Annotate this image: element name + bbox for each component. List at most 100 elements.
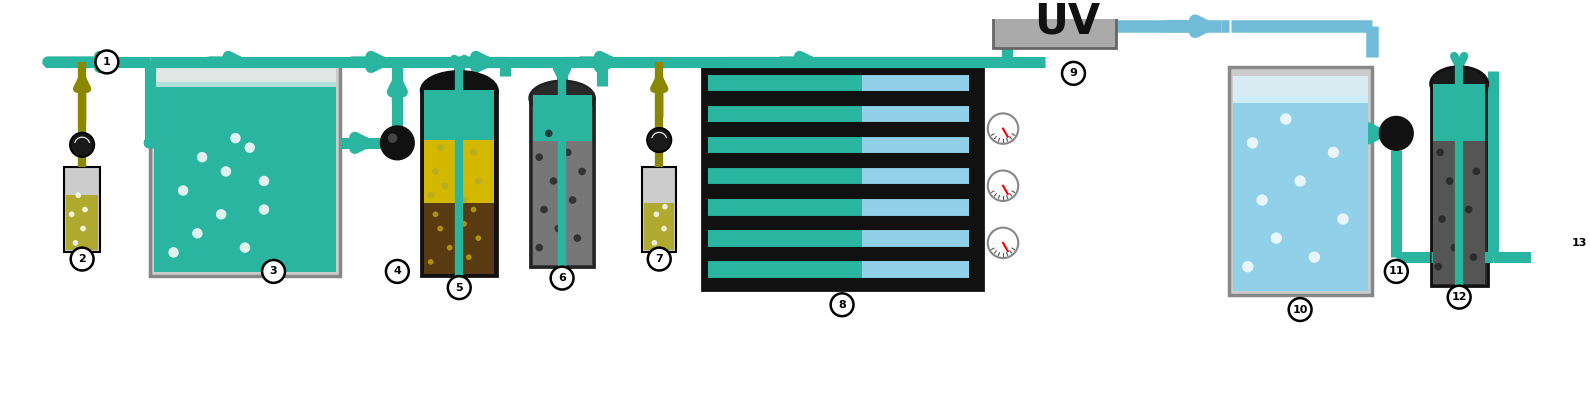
Text: 3: 3 (270, 266, 277, 276)
Circle shape (1445, 177, 1453, 185)
Circle shape (1280, 113, 1291, 125)
Circle shape (231, 133, 240, 143)
Circle shape (70, 132, 94, 157)
FancyBboxPatch shape (708, 168, 898, 184)
FancyBboxPatch shape (529, 98, 595, 267)
Circle shape (432, 168, 439, 175)
Ellipse shape (529, 81, 595, 115)
Circle shape (461, 197, 467, 203)
Ellipse shape (1431, 67, 1488, 101)
FancyBboxPatch shape (64, 167, 100, 252)
Circle shape (1309, 252, 1320, 263)
Circle shape (259, 176, 269, 186)
Circle shape (574, 234, 580, 242)
Circle shape (471, 149, 477, 156)
FancyBboxPatch shape (708, 137, 898, 153)
Circle shape (466, 254, 472, 260)
Circle shape (95, 50, 118, 73)
FancyBboxPatch shape (862, 168, 968, 184)
Circle shape (550, 267, 574, 290)
Circle shape (1018, 1, 1030, 12)
FancyBboxPatch shape (1232, 76, 1367, 103)
Circle shape (652, 240, 657, 246)
Text: 2: 2 (78, 254, 86, 264)
Circle shape (1464, 206, 1472, 213)
FancyBboxPatch shape (862, 137, 968, 153)
Circle shape (1289, 298, 1312, 321)
Circle shape (647, 248, 671, 270)
Text: 13: 13 (1571, 238, 1587, 248)
Circle shape (564, 148, 572, 156)
FancyBboxPatch shape (992, 0, 1116, 48)
Circle shape (72, 134, 92, 155)
FancyBboxPatch shape (1431, 84, 1488, 286)
Text: 8: 8 (838, 300, 846, 310)
FancyBboxPatch shape (1434, 84, 1485, 143)
Circle shape (475, 235, 482, 241)
FancyBboxPatch shape (421, 90, 498, 276)
Text: 10: 10 (1293, 304, 1309, 314)
Circle shape (1242, 261, 1253, 272)
Circle shape (73, 240, 78, 246)
FancyBboxPatch shape (425, 90, 494, 143)
Circle shape (448, 276, 471, 299)
Circle shape (259, 204, 269, 215)
Text: 11: 11 (1388, 266, 1404, 276)
Circle shape (1256, 194, 1267, 206)
FancyBboxPatch shape (862, 199, 968, 216)
Circle shape (987, 228, 1018, 258)
Circle shape (262, 260, 285, 283)
Circle shape (1439, 215, 1445, 223)
FancyBboxPatch shape (1232, 96, 1367, 292)
Circle shape (461, 221, 467, 227)
Circle shape (1568, 232, 1590, 254)
Circle shape (1337, 213, 1348, 225)
Circle shape (197, 152, 207, 162)
Circle shape (987, 170, 1018, 201)
Circle shape (1436, 148, 1444, 156)
FancyBboxPatch shape (708, 106, 898, 122)
FancyBboxPatch shape (154, 82, 337, 272)
FancyBboxPatch shape (1229, 67, 1372, 295)
Circle shape (386, 260, 409, 283)
FancyBboxPatch shape (703, 62, 983, 290)
FancyBboxPatch shape (644, 203, 674, 250)
Circle shape (447, 245, 453, 250)
Circle shape (442, 182, 448, 189)
FancyBboxPatch shape (425, 203, 494, 274)
Circle shape (216, 209, 226, 220)
Circle shape (388, 133, 398, 143)
Circle shape (1434, 263, 1442, 270)
FancyBboxPatch shape (65, 195, 99, 250)
FancyBboxPatch shape (708, 230, 898, 247)
Circle shape (471, 207, 477, 212)
Text: UV: UV (1034, 0, 1100, 42)
FancyBboxPatch shape (533, 95, 591, 143)
Circle shape (75, 192, 81, 198)
Circle shape (649, 130, 669, 150)
Circle shape (1328, 147, 1339, 158)
Circle shape (536, 244, 544, 252)
FancyBboxPatch shape (1434, 141, 1485, 284)
Circle shape (987, 113, 1018, 144)
Circle shape (192, 228, 202, 238)
Circle shape (1385, 260, 1407, 283)
Circle shape (1270, 232, 1282, 244)
Text: 1: 1 (103, 57, 111, 67)
Circle shape (1448, 286, 1471, 308)
Circle shape (661, 204, 668, 210)
Circle shape (555, 225, 563, 232)
Circle shape (569, 196, 577, 204)
Text: 4: 4 (393, 266, 401, 276)
FancyBboxPatch shape (642, 167, 676, 252)
Circle shape (70, 248, 94, 270)
Circle shape (1003, 1, 1016, 12)
Circle shape (221, 166, 231, 177)
FancyBboxPatch shape (708, 261, 898, 278)
Circle shape (456, 158, 463, 165)
Circle shape (1062, 62, 1084, 85)
Circle shape (83, 207, 87, 212)
Ellipse shape (421, 72, 498, 110)
Circle shape (550, 177, 558, 185)
Circle shape (245, 142, 254, 153)
